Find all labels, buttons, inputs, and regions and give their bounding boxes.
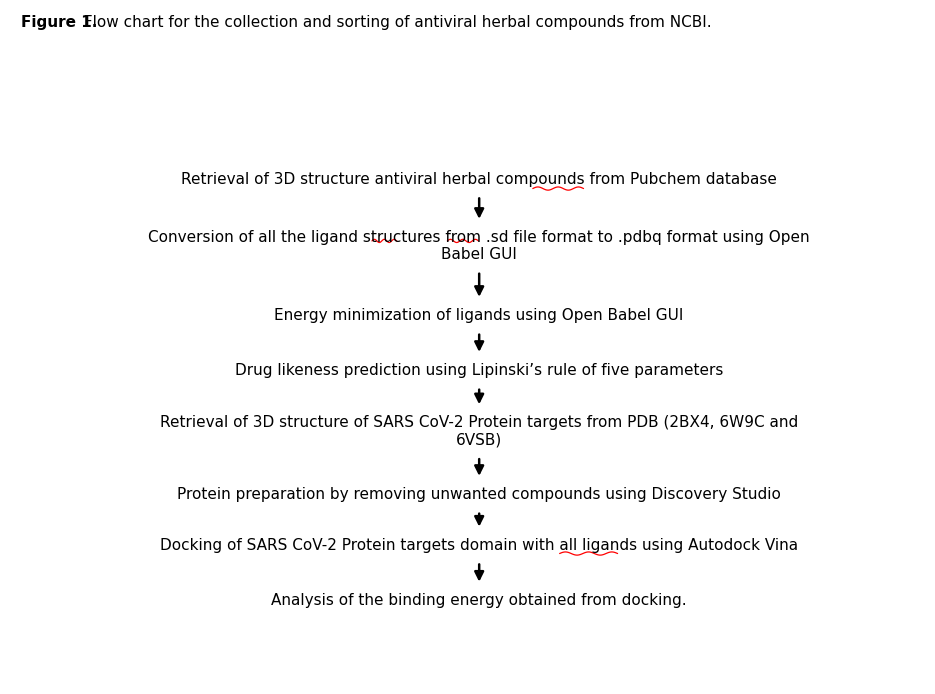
Text: Docking of SARS CoV-2 Protein targets domain with all ligands using Autodock Vin: Docking of SARS CoV-2 Protein targets do…: [160, 538, 798, 553]
Text: Retrieval of 3D structure antiviral herbal compounds from Pubchem database: Retrieval of 3D structure antiviral herb…: [181, 172, 777, 187]
Text: Analysis of the binding energy obtained from docking.: Analysis of the binding energy obtained …: [271, 593, 687, 608]
Text: Figure 1.: Figure 1.: [21, 15, 97, 31]
Text: Drug likeness prediction using Lipinski’s rule of five parameters: Drug likeness prediction using Lipinski’…: [235, 363, 724, 378]
Text: Retrieval of 3D structure of SARS CoV-2 Protein targets from PDB (2BX4, 6W9C and: Retrieval of 3D structure of SARS CoV-2 …: [160, 416, 798, 448]
Text: Protein preparation by removing unwanted compounds using Discovery Studio: Protein preparation by removing unwanted…: [178, 487, 781, 502]
Text: Energy minimization of ligands using Open Babel GUI: Energy minimization of ligands using Ope…: [275, 308, 683, 323]
Text: Conversion of all the ligand structures from .sd file format to .pdbq format usi: Conversion of all the ligand structures …: [149, 230, 810, 262]
Text: Flow chart for the collection and sorting of antiviral herbal compounds from NCB: Flow chart for the collection and sortin…: [79, 15, 712, 31]
